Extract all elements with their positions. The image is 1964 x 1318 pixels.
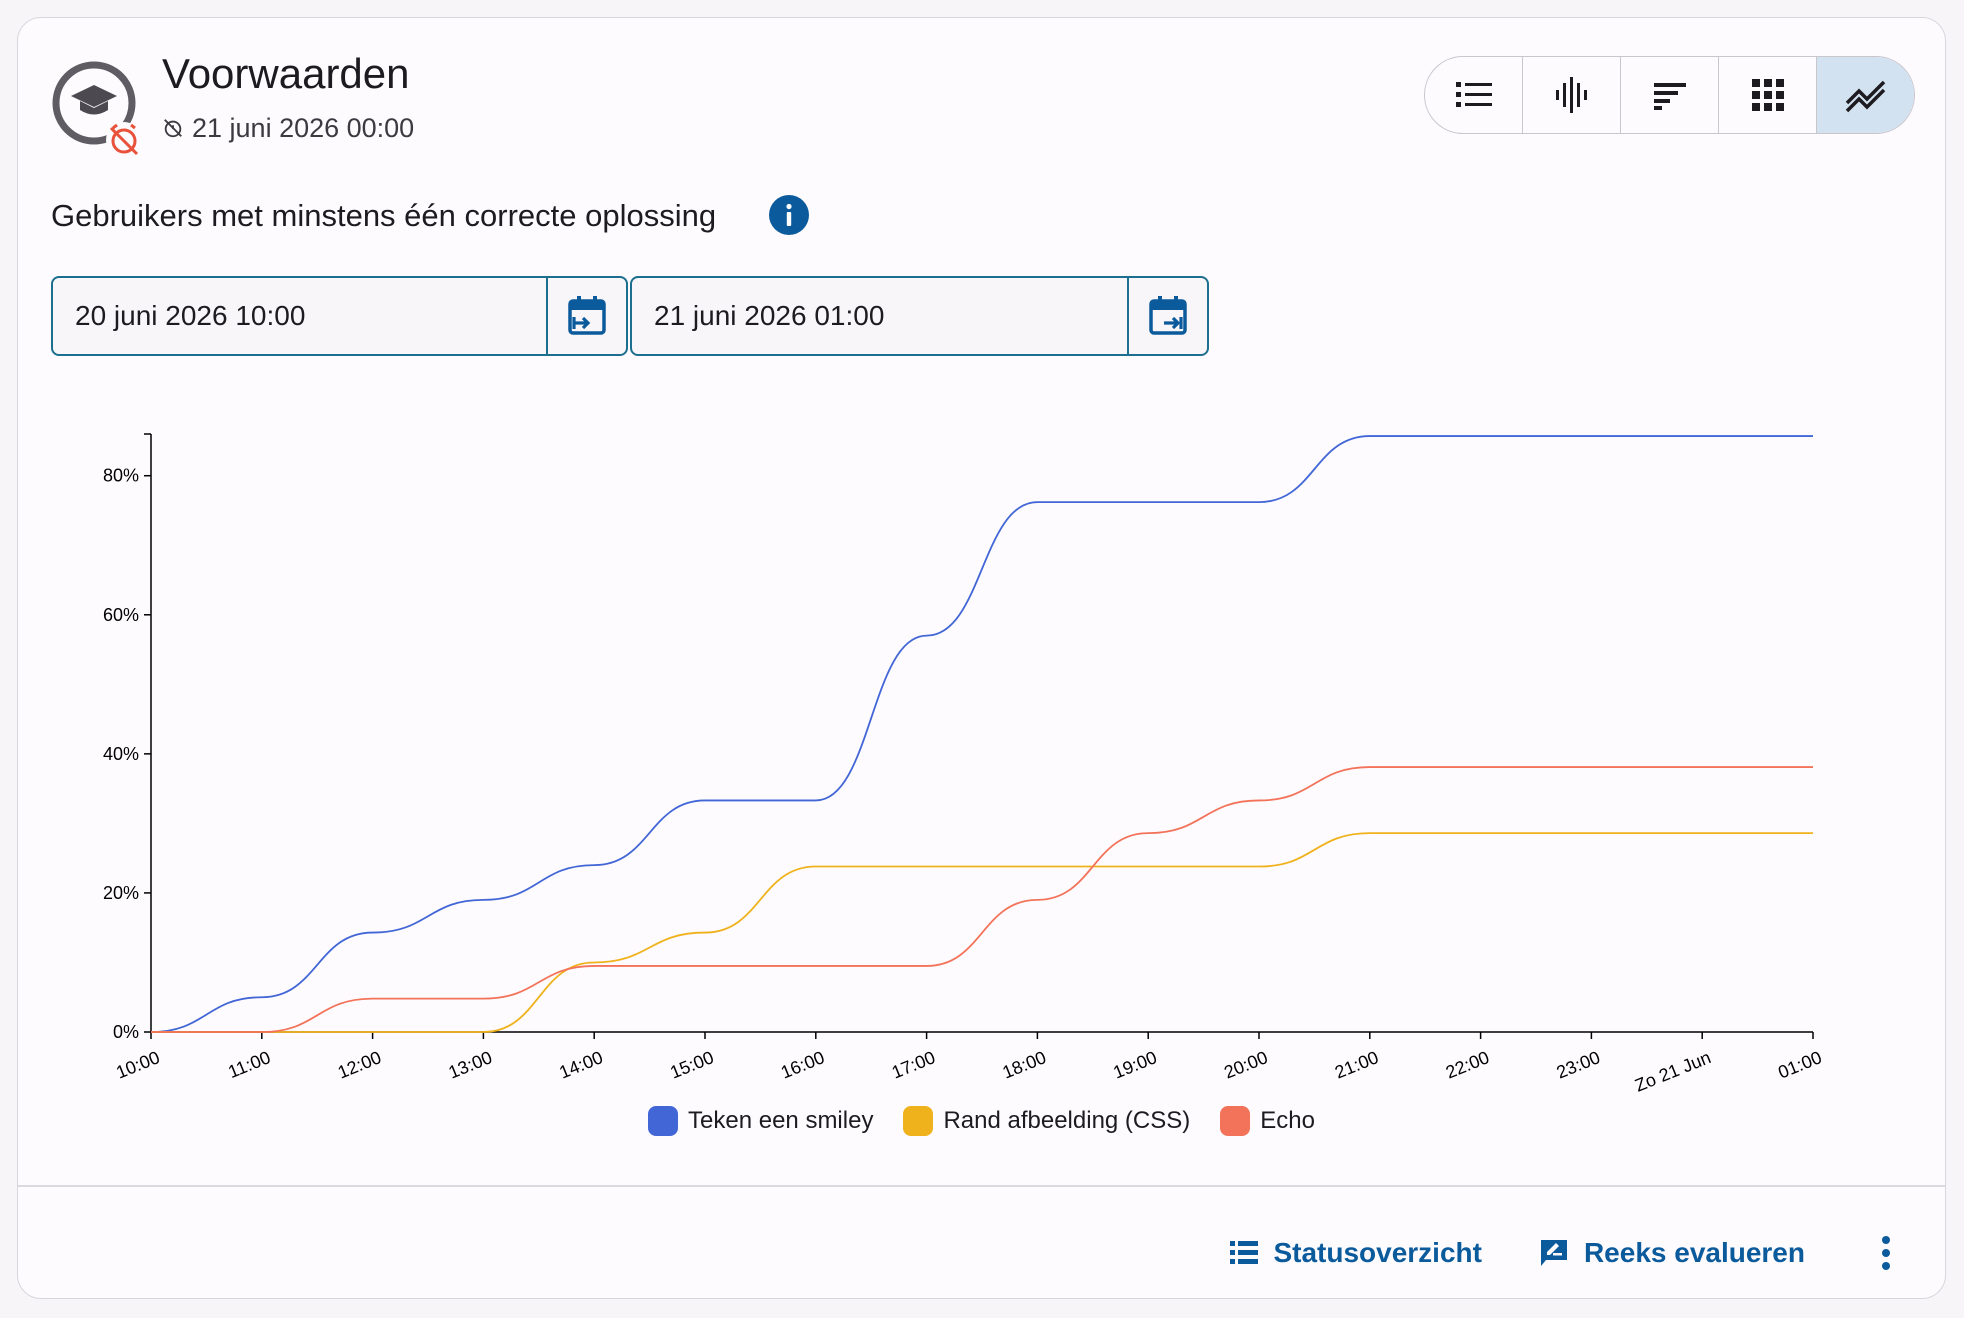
more-vert-icon <box>1882 1236 1890 1270</box>
grid-view-button[interactable] <box>1719 57 1817 133</box>
exercise-series-card: Voorwaarden 21 juni 2026 00:00 <box>17 17 1946 1299</box>
x-tick-label: 20:00 <box>1221 1047 1270 1082</box>
x-tick-label: 23:00 <box>1554 1047 1603 1082</box>
x-tick-label: 14:00 <box>556 1047 605 1082</box>
x-tick-label: 21:00 <box>1332 1047 1381 1082</box>
y-tick-label: 80% <box>103 466 139 486</box>
deadline-text: 21 juni 2026 00:00 <box>192 113 415 143</box>
series-line-2 <box>151 832 1813 1033</box>
end-date-input[interactable]: 21 juni 2026 01:00 <box>654 300 885 331</box>
chart-legend: Teken een smiley Rand afbeelding (CSS) Ech… <box>18 1106 1945 1136</box>
x-tick-label: 12:00 <box>335 1047 384 1082</box>
x-tick-label: 19:00 <box>1110 1047 1159 1082</box>
series-line-1 <box>150 435 1813 1033</box>
legend-item-3[interactable]: Echo <box>1220 1106 1315 1136</box>
start-date-input[interactable]: 20 juni 2026 10:00 <box>75 300 306 331</box>
legend-item-2[interactable]: Rand afbeelding (CSS) <box>903 1106 1190 1136</box>
rate-review-icon <box>1540 1240 1567 1266</box>
x-tick-label: 01:00 <box>1775 1047 1824 1082</box>
status-overview-button[interactable]: Statusoverzicht <box>1229 1237 1482 1269</box>
chart-subtitle: Gebruikers met minstens één correcte opl… <box>51 198 717 233</box>
calendar-start-icon <box>568 296 606 335</box>
series-line-3 <box>151 766 1813 1033</box>
sort-bars-icon <box>1653 83 1686 110</box>
start-date-picker-button[interactable] <box>546 278 626 354</box>
page-title: Voorwaarden <box>162 50 410 97</box>
y-tick-label: 20% <box>103 883 139 903</box>
y-tick-label: 0% <box>113 1022 139 1042</box>
x-tick-label: 13:00 <box>446 1047 495 1082</box>
end-date-picker-button[interactable] <box>1127 278 1207 354</box>
x-tick-label: 10:00 <box>113 1047 162 1082</box>
alarm-off-icon <box>109 123 139 156</box>
y-tick-label: 40% <box>103 744 139 764</box>
more-options-button[interactable] <box>1861 1235 1911 1271</box>
course-icon <box>52 61 142 158</box>
legend-swatch <box>903 1106 934 1136</box>
list-icon <box>1455 82 1492 107</box>
x-tick-label: 15:00 <box>667 1047 716 1082</box>
line-chart: 0% 20% 40% 60% 80% 10:00 11:00 12:00 13:00 14:00 1… <box>103 433 1824 1096</box>
x-tick-label: 17:00 <box>889 1047 938 1082</box>
legend-swatch <box>1220 1106 1251 1136</box>
x-tick-label: 18:00 <box>1000 1047 1049 1082</box>
start-date-field[interactable]: 20 juni 2026 10:00 <box>51 276 628 356</box>
audio-bars-view-button[interactable] <box>1523 57 1621 133</box>
legend-label: Rand afbeelding (CSS) <box>943 1107 1191 1134</box>
status-overview-label: Statusoverzicht <box>1273 1237 1482 1268</box>
footer-actions: Statusoverzicht Reeks evalueren <box>1229 1213 1945 1293</box>
list-alt-icon <box>1230 1241 1259 1264</box>
legend-label: Echo <box>1260 1107 1315 1134</box>
audio-bars-icon <box>1555 77 1587 113</box>
info-icon[interactable] <box>768 194 810 236</box>
end-date-field[interactable]: 21 juni 2026 01:00 <box>630 276 1209 356</box>
evaluate-series-button[interactable]: Reeks evalueren <box>1538 1237 1805 1269</box>
calendar-end-icon <box>1149 296 1187 335</box>
legend-label: Teken een smiley <box>688 1107 874 1134</box>
line-chart-view-button[interactable] <box>1817 57 1914 133</box>
line-chart-icon <box>1845 80 1885 113</box>
deadline: 21 juni 2026 00:00 <box>162 110 414 146</box>
x-tick-label: 16:00 <box>778 1047 827 1082</box>
grid-icon <box>1751 79 1784 111</box>
list-view-button[interactable] <box>1425 57 1523 133</box>
alarm-icon <box>164 119 182 138</box>
legend-swatch <box>648 1106 679 1136</box>
y-tick-label: 60% <box>103 605 139 625</box>
sorted-bars-view-button[interactable] <box>1621 57 1719 133</box>
x-tick-label: 11:00 <box>225 1047 273 1082</box>
footer-divider <box>18 1185 1945 1187</box>
view-toggle-group <box>1424 56 1915 134</box>
evaluate-series-label: Reeks evalueren <box>1583 1237 1805 1268</box>
legend-item-1[interactable]: Teken een smiley <box>648 1106 873 1136</box>
x-tick-label: Zo 21 Jun <box>1632 1047 1714 1096</box>
x-tick-label: 22:00 <box>1443 1047 1492 1082</box>
